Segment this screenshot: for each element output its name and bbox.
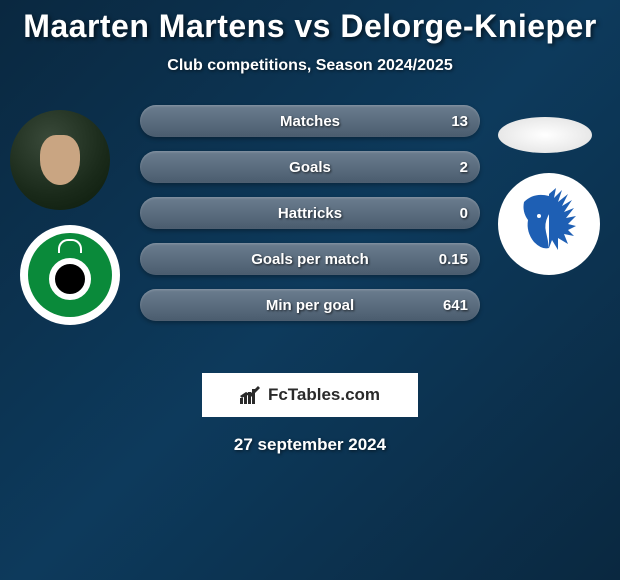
stat-value: 13 xyxy=(451,113,468,130)
chart-icon xyxy=(240,386,262,404)
stats-column: Matches 13 Goals 2 Hattricks 0 Goals per… xyxy=(140,105,480,321)
page-title: Maarten Martens vs Delorge-Knieper xyxy=(0,8,620,45)
brand-box[interactable]: FcTables.com xyxy=(202,373,418,417)
indian-head-icon xyxy=(514,184,584,264)
stat-label: Goals xyxy=(289,159,331,176)
stat-label: Goals per match xyxy=(251,251,369,268)
stat-value: 2 xyxy=(460,159,468,176)
stat-value: 641 xyxy=(443,297,468,314)
player-left-photo xyxy=(10,110,110,210)
stat-label: Matches xyxy=(280,113,340,130)
stat-bar-min-per-goal: Min per goal 641 xyxy=(140,289,480,321)
stat-label: Hattricks xyxy=(278,205,342,222)
stat-bar-hattricks: Hattricks 0 xyxy=(140,197,480,229)
player-right-placeholder xyxy=(498,117,592,153)
subtitle: Club competitions, Season 2024/2025 xyxy=(0,57,620,75)
club-logo-right xyxy=(498,173,600,275)
main-area: Matches 13 Goals 2 Hattricks 0 Goals per… xyxy=(0,105,620,355)
comparison-card: Maarten Martens vs Delorge-Knieper Club … xyxy=(0,0,620,455)
stat-label: Min per goal xyxy=(266,297,354,314)
club-logo-left-inner xyxy=(28,233,112,317)
brand-text: FcTables.com xyxy=(268,385,380,405)
stat-bar-goals-per-match: Goals per match 0.15 xyxy=(140,243,480,275)
stat-value: 0.15 xyxy=(439,251,468,268)
date-text: 27 september 2024 xyxy=(0,435,620,455)
stat-bar-goals: Goals 2 xyxy=(140,151,480,183)
club-logo-left-center xyxy=(49,258,91,300)
stat-bar-matches: Matches 13 xyxy=(140,105,480,137)
stat-value: 0 xyxy=(460,205,468,222)
club-logo-left xyxy=(20,225,120,325)
